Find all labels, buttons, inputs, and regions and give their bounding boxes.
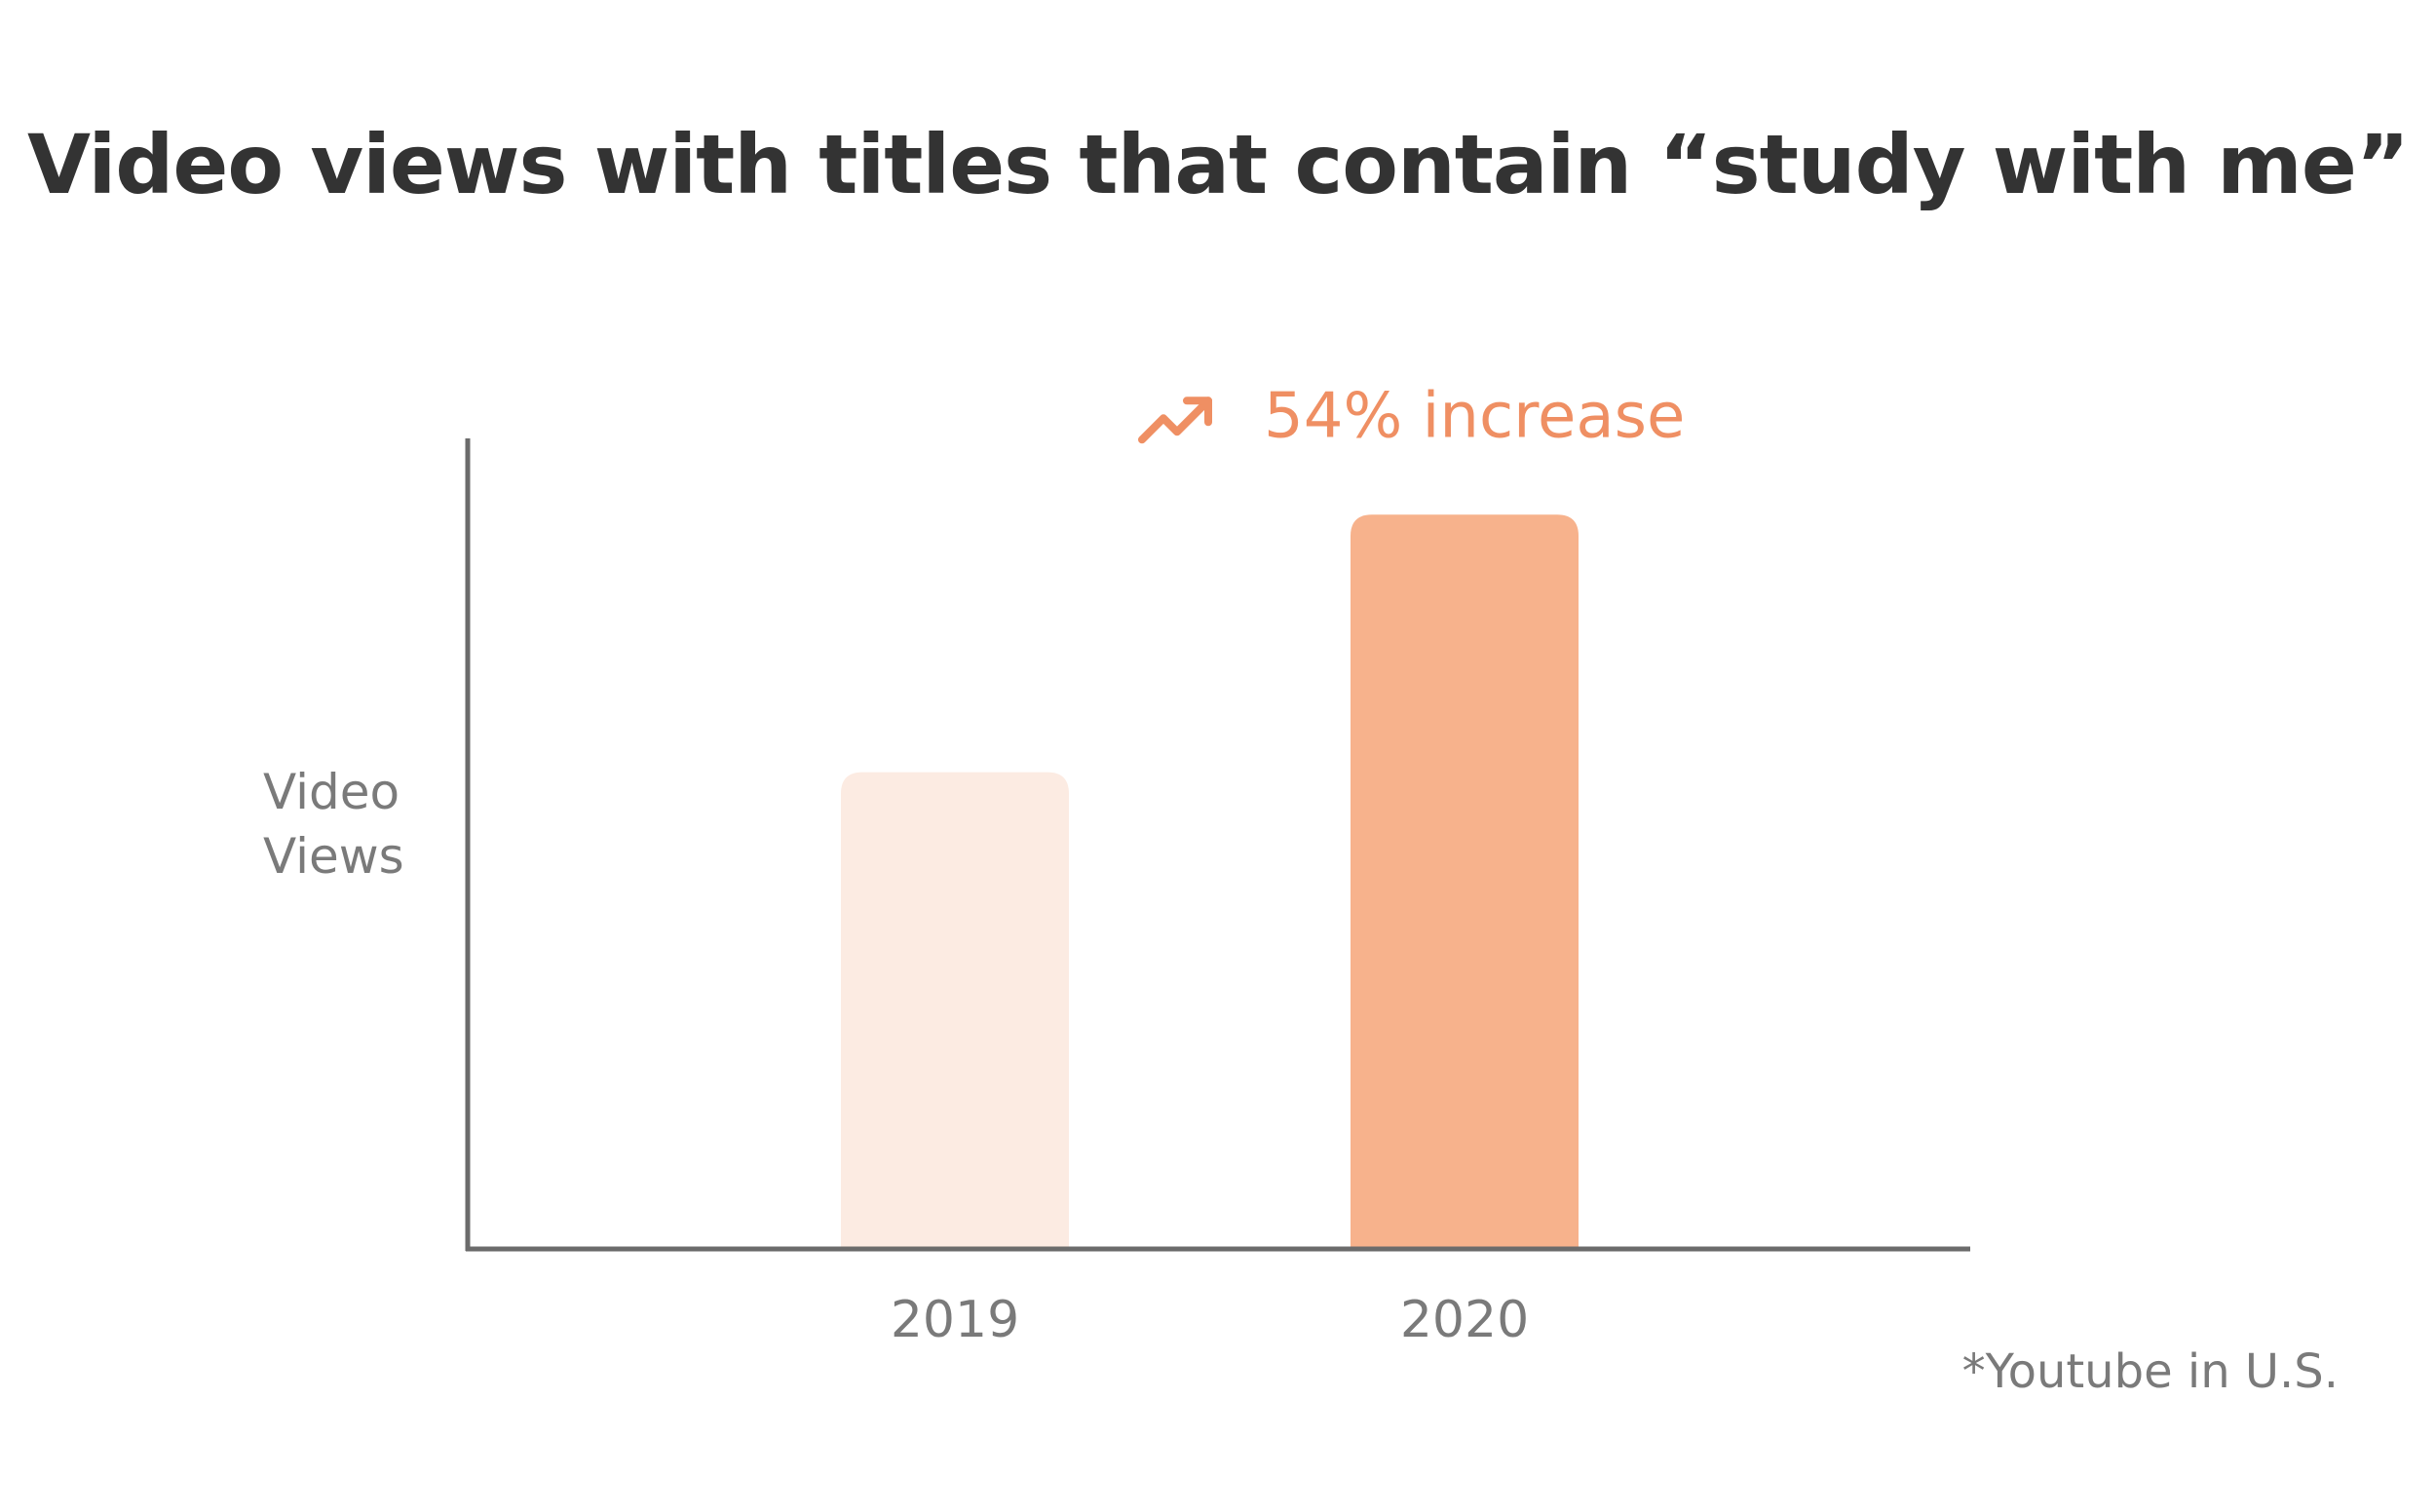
x-tick-label-2020: 2020 (1400, 1291, 1529, 1349)
bar-2020 (1351, 514, 1579, 1249)
footnote: *Youtube in U.S. (1961, 1344, 2339, 1399)
x-tick-label-2019: 2019 (891, 1291, 1019, 1349)
y-axis-label-line-1: Video (263, 764, 400, 820)
y-axis-label-line-2: Views (263, 828, 404, 885)
increase-annotation: 54% increase (1138, 380, 1685, 452)
y-axis-label: Video Views (263, 764, 404, 885)
trending-up-icon (1138, 397, 1212, 444)
increase-annotation-text: 54% increase (1264, 380, 1685, 452)
chart-title: Video views with titles that contain “st… (26, 117, 2410, 212)
bar-2019 (841, 772, 1069, 1249)
